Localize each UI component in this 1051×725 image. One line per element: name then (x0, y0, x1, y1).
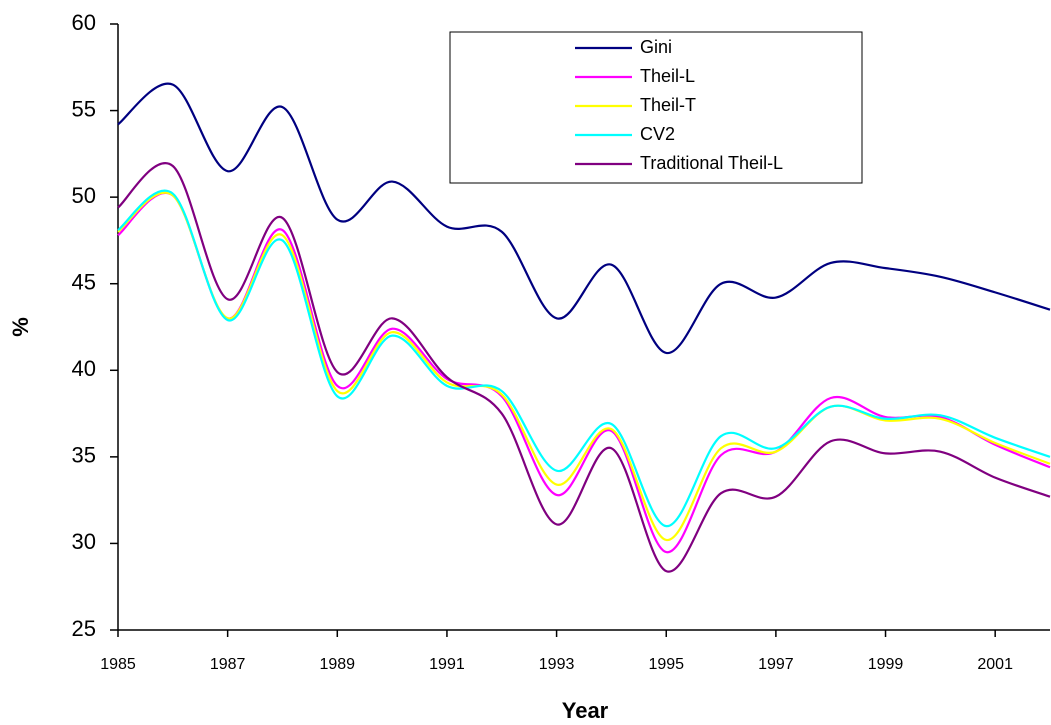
x-tick-label: 1997 (758, 656, 794, 673)
y-tick-label: 30 (72, 529, 96, 554)
x-tick-label: 1989 (319, 656, 355, 673)
x-tick-label: 2001 (977, 656, 1013, 673)
y-tick-label: 55 (72, 96, 96, 121)
y-tick-label: 50 (72, 183, 96, 208)
series-line (117, 189, 1051, 528)
x-axis-label: Year (562, 698, 609, 723)
legend-box (449, 31, 863, 184)
x-tick-label: 1991 (429, 656, 465, 673)
legend-label: Gini (640, 37, 672, 57)
y-tick-label: 40 (72, 356, 96, 381)
y-tick-label: 45 (72, 270, 96, 295)
x-tick-label: 1993 (539, 656, 575, 673)
series-line (117, 82, 1051, 355)
series-line (117, 191, 1051, 554)
y-tick-label: 25 (72, 616, 96, 641)
x-tick-label: 1999 (868, 656, 904, 673)
y-tick-label: 35 (72, 443, 96, 468)
x-tick-label: 1987 (210, 656, 246, 673)
y-axis-label: % (8, 317, 33, 337)
legend-label: Traditional Theil-L (640, 153, 783, 173)
x-tick-label: 1995 (648, 656, 684, 673)
x-tick-label: 1985 (100, 656, 136, 673)
series-line (117, 162, 1051, 573)
legend-label: Theil-L (640, 66, 695, 86)
legend-label: CV2 (640, 124, 675, 144)
legend-label: Theil-T (640, 95, 696, 115)
y-tick-label: 60 (72, 10, 96, 35)
